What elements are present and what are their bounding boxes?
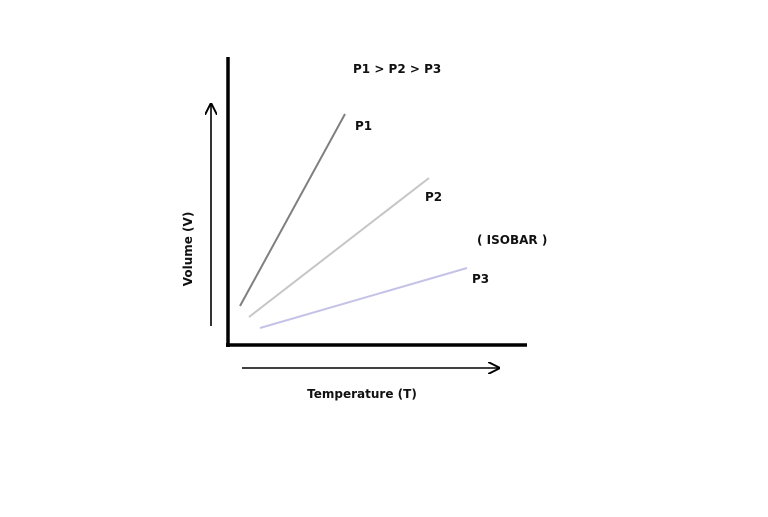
y-axis-label: Volume (V) — [181, 212, 195, 287]
x-axis-label: Temperature (T) — [307, 387, 417, 401]
line-label-p2: P2 — [425, 190, 442, 204]
isobar-note: ( ISOBAR ) — [477, 233, 547, 247]
pressure-condition: P1 > P2 > P3 — [353, 62, 441, 76]
isobar-line-p2 — [248, 177, 430, 318]
isobar-line-p3 — [259, 267, 468, 329]
isobar-line-p1 — [239, 113, 346, 307]
line-label-p1: P1 — [355, 119, 372, 133]
line-label-p3: P3 — [472, 272, 489, 286]
